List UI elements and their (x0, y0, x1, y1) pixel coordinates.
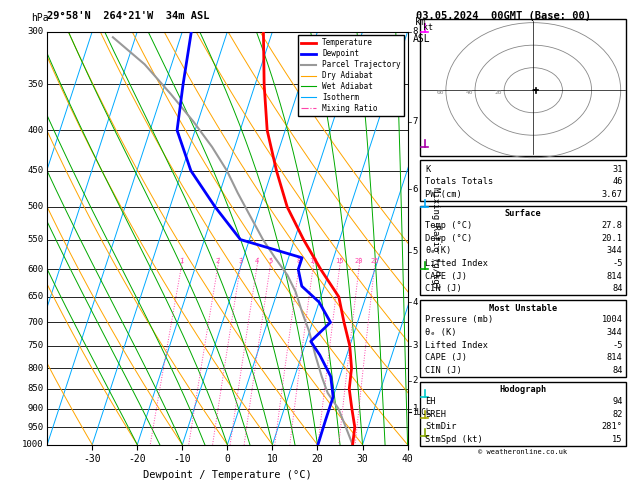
Text: PW (cm): PW (cm) (425, 190, 462, 199)
Text: 2: 2 (413, 376, 418, 385)
Text: θₑ (K): θₑ (K) (425, 328, 457, 337)
Text: 650: 650 (28, 293, 43, 301)
Text: 400: 400 (28, 126, 43, 135)
Text: 2: 2 (216, 258, 220, 264)
Text: 600: 600 (28, 265, 43, 274)
Text: EH: EH (425, 397, 436, 406)
Text: 20.1: 20.1 (602, 234, 623, 243)
Text: 750: 750 (28, 342, 43, 350)
Text: 1: 1 (179, 258, 184, 264)
Text: Most Unstable: Most Unstable (489, 304, 557, 312)
Text: © weatheronline.co.uk: © weatheronline.co.uk (479, 449, 567, 454)
Text: Lifted Index: Lifted Index (425, 341, 488, 349)
Text: 84: 84 (612, 284, 623, 293)
Text: 550: 550 (28, 235, 43, 244)
Text: Hodograph: Hodograph (499, 385, 547, 394)
Text: 950: 950 (28, 423, 43, 432)
Text: 4: 4 (413, 297, 418, 307)
Text: 850: 850 (28, 384, 43, 394)
Text: CAPE (J): CAPE (J) (425, 272, 467, 280)
Text: Dewp (°C): Dewp (°C) (425, 234, 472, 243)
Text: 25: 25 (370, 258, 379, 264)
Text: kt: kt (423, 23, 433, 33)
Text: ASL: ASL (413, 34, 431, 44)
Text: hPa: hPa (31, 13, 48, 23)
Text: 1004: 1004 (602, 315, 623, 324)
Text: 40: 40 (465, 90, 473, 95)
Legend: Temperature, Dewpoint, Parcel Trajectory, Dry Adiabat, Wet Adiabat, Isotherm, Mi: Temperature, Dewpoint, Parcel Trajectory… (298, 35, 404, 116)
Text: 900: 900 (28, 404, 43, 413)
Text: 350: 350 (28, 80, 43, 89)
Text: 82: 82 (612, 410, 623, 418)
Text: θₑ(K): θₑ(K) (425, 246, 452, 255)
Text: CAPE (J): CAPE (J) (425, 353, 467, 362)
Text: 46: 46 (612, 177, 623, 186)
Text: 3: 3 (238, 258, 243, 264)
Text: 15: 15 (612, 435, 623, 444)
Text: Lifted Index: Lifted Index (425, 259, 488, 268)
Text: 344: 344 (607, 328, 623, 337)
Text: CIN (J): CIN (J) (425, 284, 462, 293)
Text: 03.05.2024  00GMT (Base: 00): 03.05.2024 00GMT (Base: 00) (416, 11, 591, 21)
Text: 4: 4 (255, 258, 259, 264)
Text: 3: 3 (413, 342, 418, 350)
Text: 3.67: 3.67 (602, 190, 623, 199)
Text: 450: 450 (28, 166, 43, 175)
Text: 8: 8 (413, 27, 418, 36)
Text: 31: 31 (612, 165, 623, 174)
Text: 500: 500 (28, 202, 43, 211)
Text: 10: 10 (309, 258, 318, 264)
Text: 5: 5 (413, 247, 418, 256)
Text: Mixing Ratio (g/kg): Mixing Ratio (g/kg) (431, 187, 440, 289)
Text: 300: 300 (28, 27, 43, 36)
Text: 20: 20 (355, 258, 364, 264)
Text: 8: 8 (297, 258, 301, 264)
Text: 29°58'N  264°21'W  34m ASL: 29°58'N 264°21'W 34m ASL (47, 11, 209, 21)
Text: 5: 5 (268, 258, 272, 264)
Text: Surface: Surface (504, 209, 542, 218)
Text: 814: 814 (607, 272, 623, 280)
Text: 20: 20 (495, 90, 503, 95)
Text: 7: 7 (413, 117, 418, 126)
Text: 1000: 1000 (22, 440, 43, 449)
Text: 700: 700 (28, 318, 43, 327)
Text: 281°: 281° (602, 422, 623, 431)
Text: 1LCL: 1LCL (413, 408, 431, 417)
X-axis label: Dewpoint / Temperature (°C): Dewpoint / Temperature (°C) (143, 470, 312, 480)
Text: Totals Totals: Totals Totals (425, 177, 494, 186)
Text: StmSpd (kt): StmSpd (kt) (425, 435, 483, 444)
Text: 814: 814 (607, 353, 623, 362)
Text: CIN (J): CIN (J) (425, 366, 462, 375)
Text: 344: 344 (607, 246, 623, 255)
Text: SREH: SREH (425, 410, 446, 418)
Text: 800: 800 (28, 364, 43, 373)
Text: 60: 60 (437, 90, 444, 95)
Text: 84: 84 (612, 366, 623, 375)
Text: -5: -5 (612, 259, 623, 268)
Text: 27.8: 27.8 (602, 221, 623, 230)
Text: 15: 15 (335, 258, 344, 264)
Text: Pressure (mb): Pressure (mb) (425, 315, 494, 324)
Text: 6: 6 (413, 185, 418, 194)
Text: Temp (°C): Temp (°C) (425, 221, 472, 230)
Text: StmDir: StmDir (425, 422, 457, 431)
Text: 1: 1 (413, 404, 418, 413)
Text: K: K (425, 165, 430, 174)
Text: -5: -5 (612, 341, 623, 349)
Text: 94: 94 (612, 397, 623, 406)
Text: km: km (415, 17, 427, 27)
